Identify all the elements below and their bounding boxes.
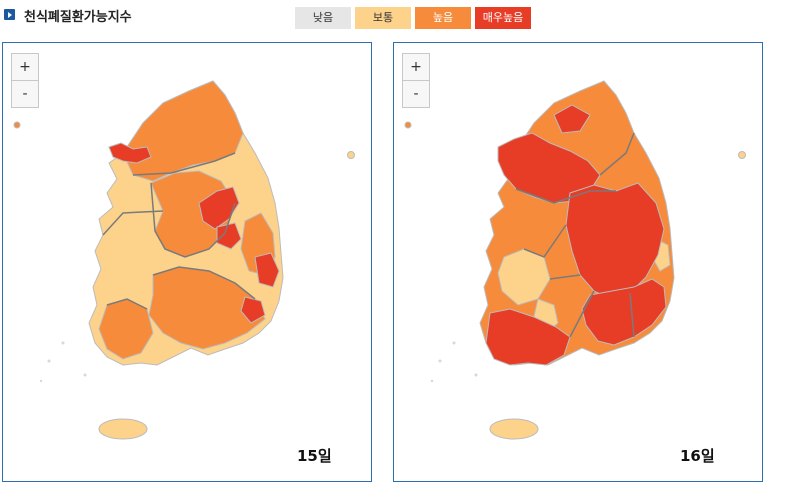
region-seoul-veryhigh (108, 142, 152, 164)
region-north-high (122, 80, 244, 182)
region-coast-veryhigh (240, 296, 266, 324)
small-island-2 (47, 359, 51, 363)
zoom-controls: + - (402, 53, 430, 108)
zoom-in-button[interactable]: + (11, 53, 39, 81)
small-island-3 (474, 373, 478, 377)
legend: 낮음 보통 높음 매우높음 (295, 7, 531, 29)
korea-map-16[interactable] (394, 43, 762, 481)
ulleung-island (347, 151, 355, 159)
small-island-4 (430, 379, 434, 383)
legend-low: 낮음 (295, 7, 351, 29)
legend-normal: 보통 (355, 7, 411, 29)
region-south-veryhigh (485, 308, 571, 366)
map-panel-16[interactable]: + - 16일 (393, 42, 763, 482)
baengnyeong-island (13, 121, 21, 129)
small-island-3 (83, 373, 87, 377)
arrow-icon (4, 9, 15, 20)
ulleung-island (738, 151, 746, 159)
map-panel-15[interactable]: + - 15일 (2, 42, 372, 482)
korea-map-15[interactable] (3, 43, 371, 481)
legend-high: 높음 (415, 7, 471, 29)
region-southeast-veryhigh (581, 278, 667, 346)
date-label: 16일 (680, 447, 715, 465)
jeju-island (489, 418, 539, 440)
zoom-controls: + - (11, 53, 39, 108)
zoom-out-button[interactable]: - (402, 81, 430, 108)
small-island-1 (452, 341, 456, 345)
zoom-in-button[interactable]: + (402, 53, 430, 81)
small-island-4 (39, 379, 43, 383)
header: 천식폐질환가능지수 낮음 보통 높음 매우높음 (0, 0, 800, 36)
province-borders (102, 152, 256, 310)
region-southeast-veryhigh (254, 252, 280, 288)
date-label: 15일 (297, 447, 332, 465)
jeju-island (98, 418, 148, 440)
baengnyeong-island (404, 121, 412, 129)
small-island-2 (438, 359, 442, 363)
region-central-veryhigh (565, 182, 665, 300)
zoom-out-button[interactable]: - (11, 81, 39, 108)
small-island-1 (61, 341, 65, 345)
province-borders (515, 132, 635, 338)
region-east-veryhigh (198, 186, 240, 230)
legend-very-high: 매우높음 (475, 7, 531, 29)
region-northeast-veryhigh (553, 104, 591, 134)
page-title: 천식폐질환가능지수 (24, 10, 132, 25)
